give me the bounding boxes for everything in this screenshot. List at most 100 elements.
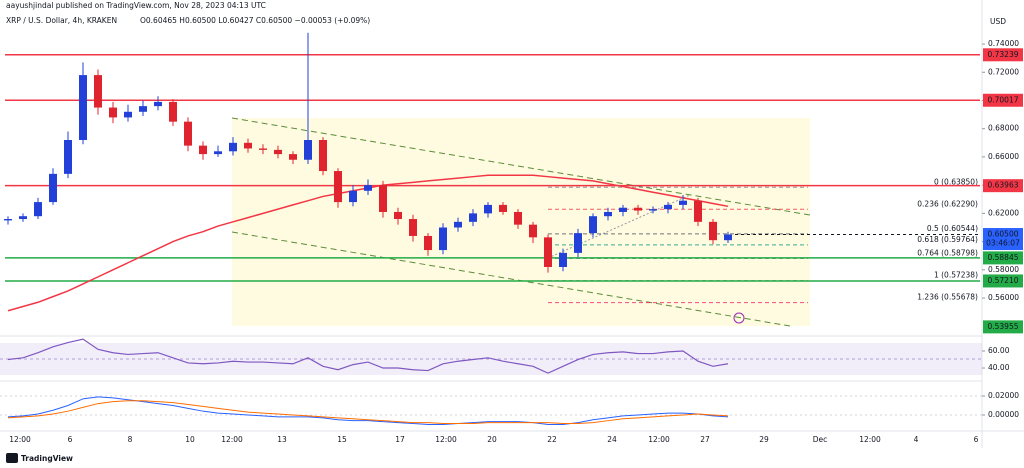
symbol-text: XRP / U.S. Dollar, 4h, KRAKEN — [6, 16, 117, 25]
candle-body — [64, 140, 72, 174]
x-tick-label: 12:00 — [221, 435, 243, 444]
x-tick-label: 6 — [68, 435, 73, 444]
candle-body — [304, 140, 312, 160]
candle-body — [409, 219, 417, 236]
x-tick-label: 22 — [547, 435, 557, 444]
y-tick-label: 0.72000 — [988, 67, 1019, 76]
candle-body — [34, 202, 42, 217]
x-tick-label: 20 — [487, 435, 497, 444]
fib-label: 0.236 (0.62290) — [917, 199, 978, 208]
candle-body — [664, 204, 672, 210]
macd-line — [7, 396, 729, 425]
logo-icon — [6, 453, 18, 463]
candle-body — [394, 211, 402, 220]
candle-body — [274, 149, 282, 155]
y-tick-label: 0.74000 — [988, 39, 1019, 48]
candle-body — [199, 145, 207, 155]
candle-body — [559, 252, 567, 267]
fib-label: 1 (0.57238) — [934, 271, 978, 280]
candle-body — [244, 142, 252, 149]
candle-body — [679, 200, 687, 205]
candle-body — [289, 154, 297, 160]
price-label-box — [983, 320, 1023, 334]
candle-body — [604, 211, 612, 217]
candle-body — [454, 221, 462, 228]
candle-body — [19, 216, 27, 220]
macd-tick-label: 0.00000 — [988, 410, 1019, 419]
candle-body — [364, 185, 372, 191]
candle-body — [649, 209, 657, 211]
candle-body — [499, 204, 507, 212]
candle-body — [484, 204, 492, 214]
fib-label: 1.236 (0.55678) — [917, 293, 978, 302]
candle-body — [619, 207, 627, 212]
y-tick-label: 0.56000 — [988, 293, 1019, 302]
candle-body — [319, 140, 327, 172]
x-tick-label: 29 — [759, 435, 769, 444]
x-tick-label: 12:00 — [9, 435, 31, 444]
candle-body — [544, 237, 552, 267]
macd-tick-label: 0.02000 — [988, 391, 1019, 400]
y-tick-label: 0.66000 — [988, 152, 1019, 161]
channel-lower — [231, 231, 791, 327]
x-tick-label: 10 — [185, 435, 195, 444]
currency-label: USD — [990, 17, 1006, 26]
countdown-label: 03:46:07 — [986, 239, 1020, 248]
x-tick-label: 24 — [607, 435, 617, 444]
channel-upper — [231, 117, 811, 216]
candle-body — [49, 173, 57, 203]
price-label: 0.63963 — [987, 181, 1018, 190]
price-label-box — [983, 93, 1023, 107]
candle-body — [724, 234, 732, 241]
candle-body — [109, 107, 117, 118]
candle-body — [184, 121, 192, 146]
y-tick-label: 0.68000 — [988, 124, 1019, 133]
candle-body — [94, 75, 102, 108]
x-tick-label: Dec — [813, 435, 828, 444]
fib-label: 0.5 (0.60544) — [927, 224, 978, 233]
price-label-box — [983, 251, 1023, 265]
x-tick-label: 8 — [128, 435, 133, 444]
candle-body — [694, 200, 702, 222]
candle-body — [709, 221, 717, 241]
y-tick-label: 0.58000 — [988, 265, 1019, 274]
candle-body — [4, 219, 12, 221]
candle-body — [139, 106, 147, 112]
fib-label: 0 (0.63850) — [934, 177, 978, 186]
x-tick-label: 15 — [337, 435, 347, 444]
candle-body — [154, 101, 162, 107]
candle-body — [469, 213, 477, 222]
candle-body — [529, 224, 537, 238]
x-tick-label: 27 — [700, 435, 710, 444]
ohlc-text: O0.60465 H0.60500 L0.60427 C0.60500 −0.0… — [140, 16, 370, 25]
x-tick-label: 6 — [974, 435, 979, 444]
price-label-box — [983, 274, 1023, 288]
last-price-label: 0.60500 — [987, 230, 1018, 239]
candle-body — [259, 148, 267, 150]
candle-body — [79, 75, 87, 141]
price-label-box — [983, 48, 1023, 62]
price-label: 0.57210 — [987, 276, 1018, 285]
x-tick-label: 12:00 — [435, 435, 457, 444]
fib-label: 0.764 (0.58798) — [917, 249, 978, 258]
candle-body — [634, 207, 642, 211]
candle-body — [349, 190, 357, 203]
candle-body — [589, 216, 597, 234]
candle-body — [169, 101, 177, 122]
x-tick-label: 13 — [277, 435, 287, 444]
fib-label: 0.618 (0.59764) — [917, 235, 978, 244]
published-text: aayushjindal published on TradingView.co… — [6, 1, 266, 10]
price-label: 0.70017 — [987, 95, 1018, 104]
candle-body — [439, 227, 447, 251]
price-label: 0.53955 — [987, 322, 1018, 331]
x-tick-label: 12:00 — [859, 435, 881, 444]
price-label: 0.58845 — [987, 253, 1018, 262]
signal-line — [7, 400, 729, 425]
candle-body — [514, 211, 522, 225]
y-tick-label: 0.62000 — [988, 208, 1019, 217]
candle-body — [379, 185, 387, 212]
candle-body — [574, 233, 582, 253]
alert-icon — [733, 312, 745, 324]
candle-body — [229, 142, 237, 152]
